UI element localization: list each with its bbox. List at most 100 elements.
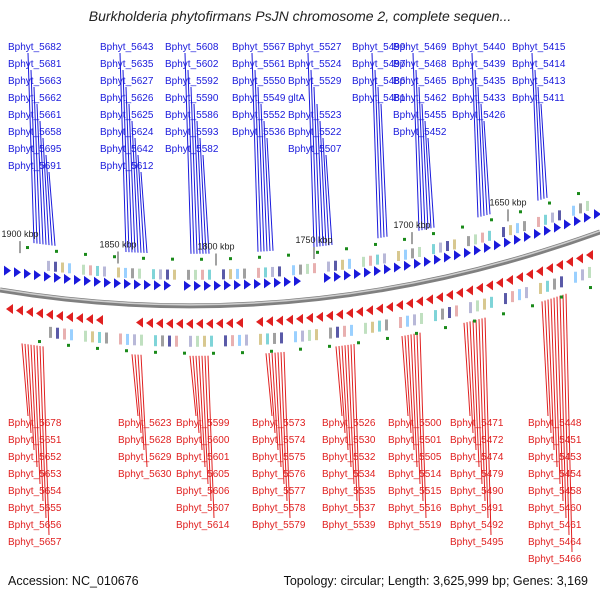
gene-label: Bphyt_5519 [388,520,442,531]
feature-band-upper [194,269,197,280]
gene-label: Bphyt_5578 [252,503,306,514]
label-connector [184,52,192,254]
feature-band-upper [89,265,92,276]
forward-gene-arrow [564,219,571,230]
feature-band-lower [189,335,192,347]
label-connector [193,103,201,254]
label-connector [484,317,492,536]
feature-band-lower [350,324,353,336]
feature-band-lower [168,335,171,347]
gene-label: Bphyt_5642 [100,144,154,155]
feature-band-upper [432,244,435,255]
gene-label: Bphyt_5691 [8,161,62,172]
gc-marker [432,232,435,236]
label-connector [131,354,139,417]
gc-marker [96,346,99,350]
label-connector [36,103,44,245]
gc-marker [38,340,41,344]
forward-gene-arrow [144,279,151,290]
label-connector [199,137,207,254]
kbp-tick-label: 1900 kbp [1,229,38,239]
forward-gene-arrow [84,275,91,286]
forward-gene-arrow [354,269,361,280]
reverse-gene-arrow [226,318,233,329]
label-connector [380,103,388,237]
feature-band-upper [362,256,365,267]
gene-label: Bphyt_5532 [322,452,376,463]
feature-band-upper [117,267,120,278]
reverse-gene-arrow [166,318,173,329]
forward-gene-arrow [474,245,481,256]
forward-gene-arrow [74,274,81,285]
feature-band-lower [56,327,59,339]
forward-gene-arrow [574,216,581,227]
forward-gene-arrow [434,254,441,265]
feature-band-upper [124,267,127,278]
feature-band-upper [586,200,589,211]
forward-gene-arrow [464,247,471,258]
label-connector [140,171,148,254]
gene-label: Bphyt_5623 [118,418,172,429]
label-connector [310,69,318,247]
gene-label: Bphyt_5530 [322,435,376,446]
gc-marker [386,336,389,340]
gc-marker [345,247,348,251]
gene-label: gltA [288,93,306,104]
feature-band-upper [236,268,239,279]
gene-label: Bphyt_5534 [322,469,376,480]
gene-label: Bphyt_5481 [352,93,406,104]
feature-band-upper [369,255,372,266]
label-connector [195,355,203,451]
gc-marker [531,304,534,308]
reverse-gene-arrow [446,290,453,301]
feature-band-upper [418,246,421,257]
label-connector [335,346,343,417]
label-connector [547,299,555,451]
reverse-gene-arrow [526,269,533,280]
label-connector [27,52,35,244]
label-connector [401,336,409,417]
reverse-gene-arrow [406,298,413,309]
gc-marker [241,351,244,355]
reverse-gene-arrow [86,314,93,325]
label-connector [404,335,412,434]
gene-label: Bphyt_5607 [176,503,230,514]
feature-band-upper [61,262,64,273]
gene-label: Bphyt_5592 [165,76,219,87]
gene-label: Bphyt_5549 [232,93,286,104]
feature-band-upper [509,225,512,236]
label-connector [481,318,489,519]
label-connector [421,103,429,229]
kbp-ticks: 1900 kbp 1850 kbp 1800 kbp 1750 kbp 1700 kbp… [1,197,527,266]
feature-band-lower [210,335,213,347]
forward-gene-arrow [584,212,591,223]
forward-gene-arrow [594,209,600,220]
reverse-gene-arrow [26,307,33,318]
gene-label: Bphyt_5606 [176,486,230,497]
feature-band-upper [292,265,295,276]
gene-label: Bphyt_5535 [322,486,376,497]
gc-marker [142,256,145,260]
label-connector [463,322,471,417]
label-connector [407,334,415,451]
label-connector [137,354,145,451]
label-connector [271,352,279,451]
feature-band-lower [119,333,122,345]
gc-marker [444,326,447,330]
forward-gene-arrow [4,265,11,276]
label-connector [347,344,355,485]
feature-band-lower [539,282,542,294]
feature-band-lower [133,334,136,346]
feature-band-upper [516,223,519,234]
label-connector [419,332,427,519]
reverse-gene-arrow [546,263,553,274]
forward-gene-arrow [534,228,541,239]
feature-band-lower [441,308,444,320]
label-connector [562,294,570,536]
label-connector [137,154,145,253]
label-connector [418,86,426,230]
feature-band-upper [579,203,582,214]
feature-band-upper [166,269,169,280]
reverse-gene-arrow [216,318,223,329]
gc-marker [26,246,29,250]
